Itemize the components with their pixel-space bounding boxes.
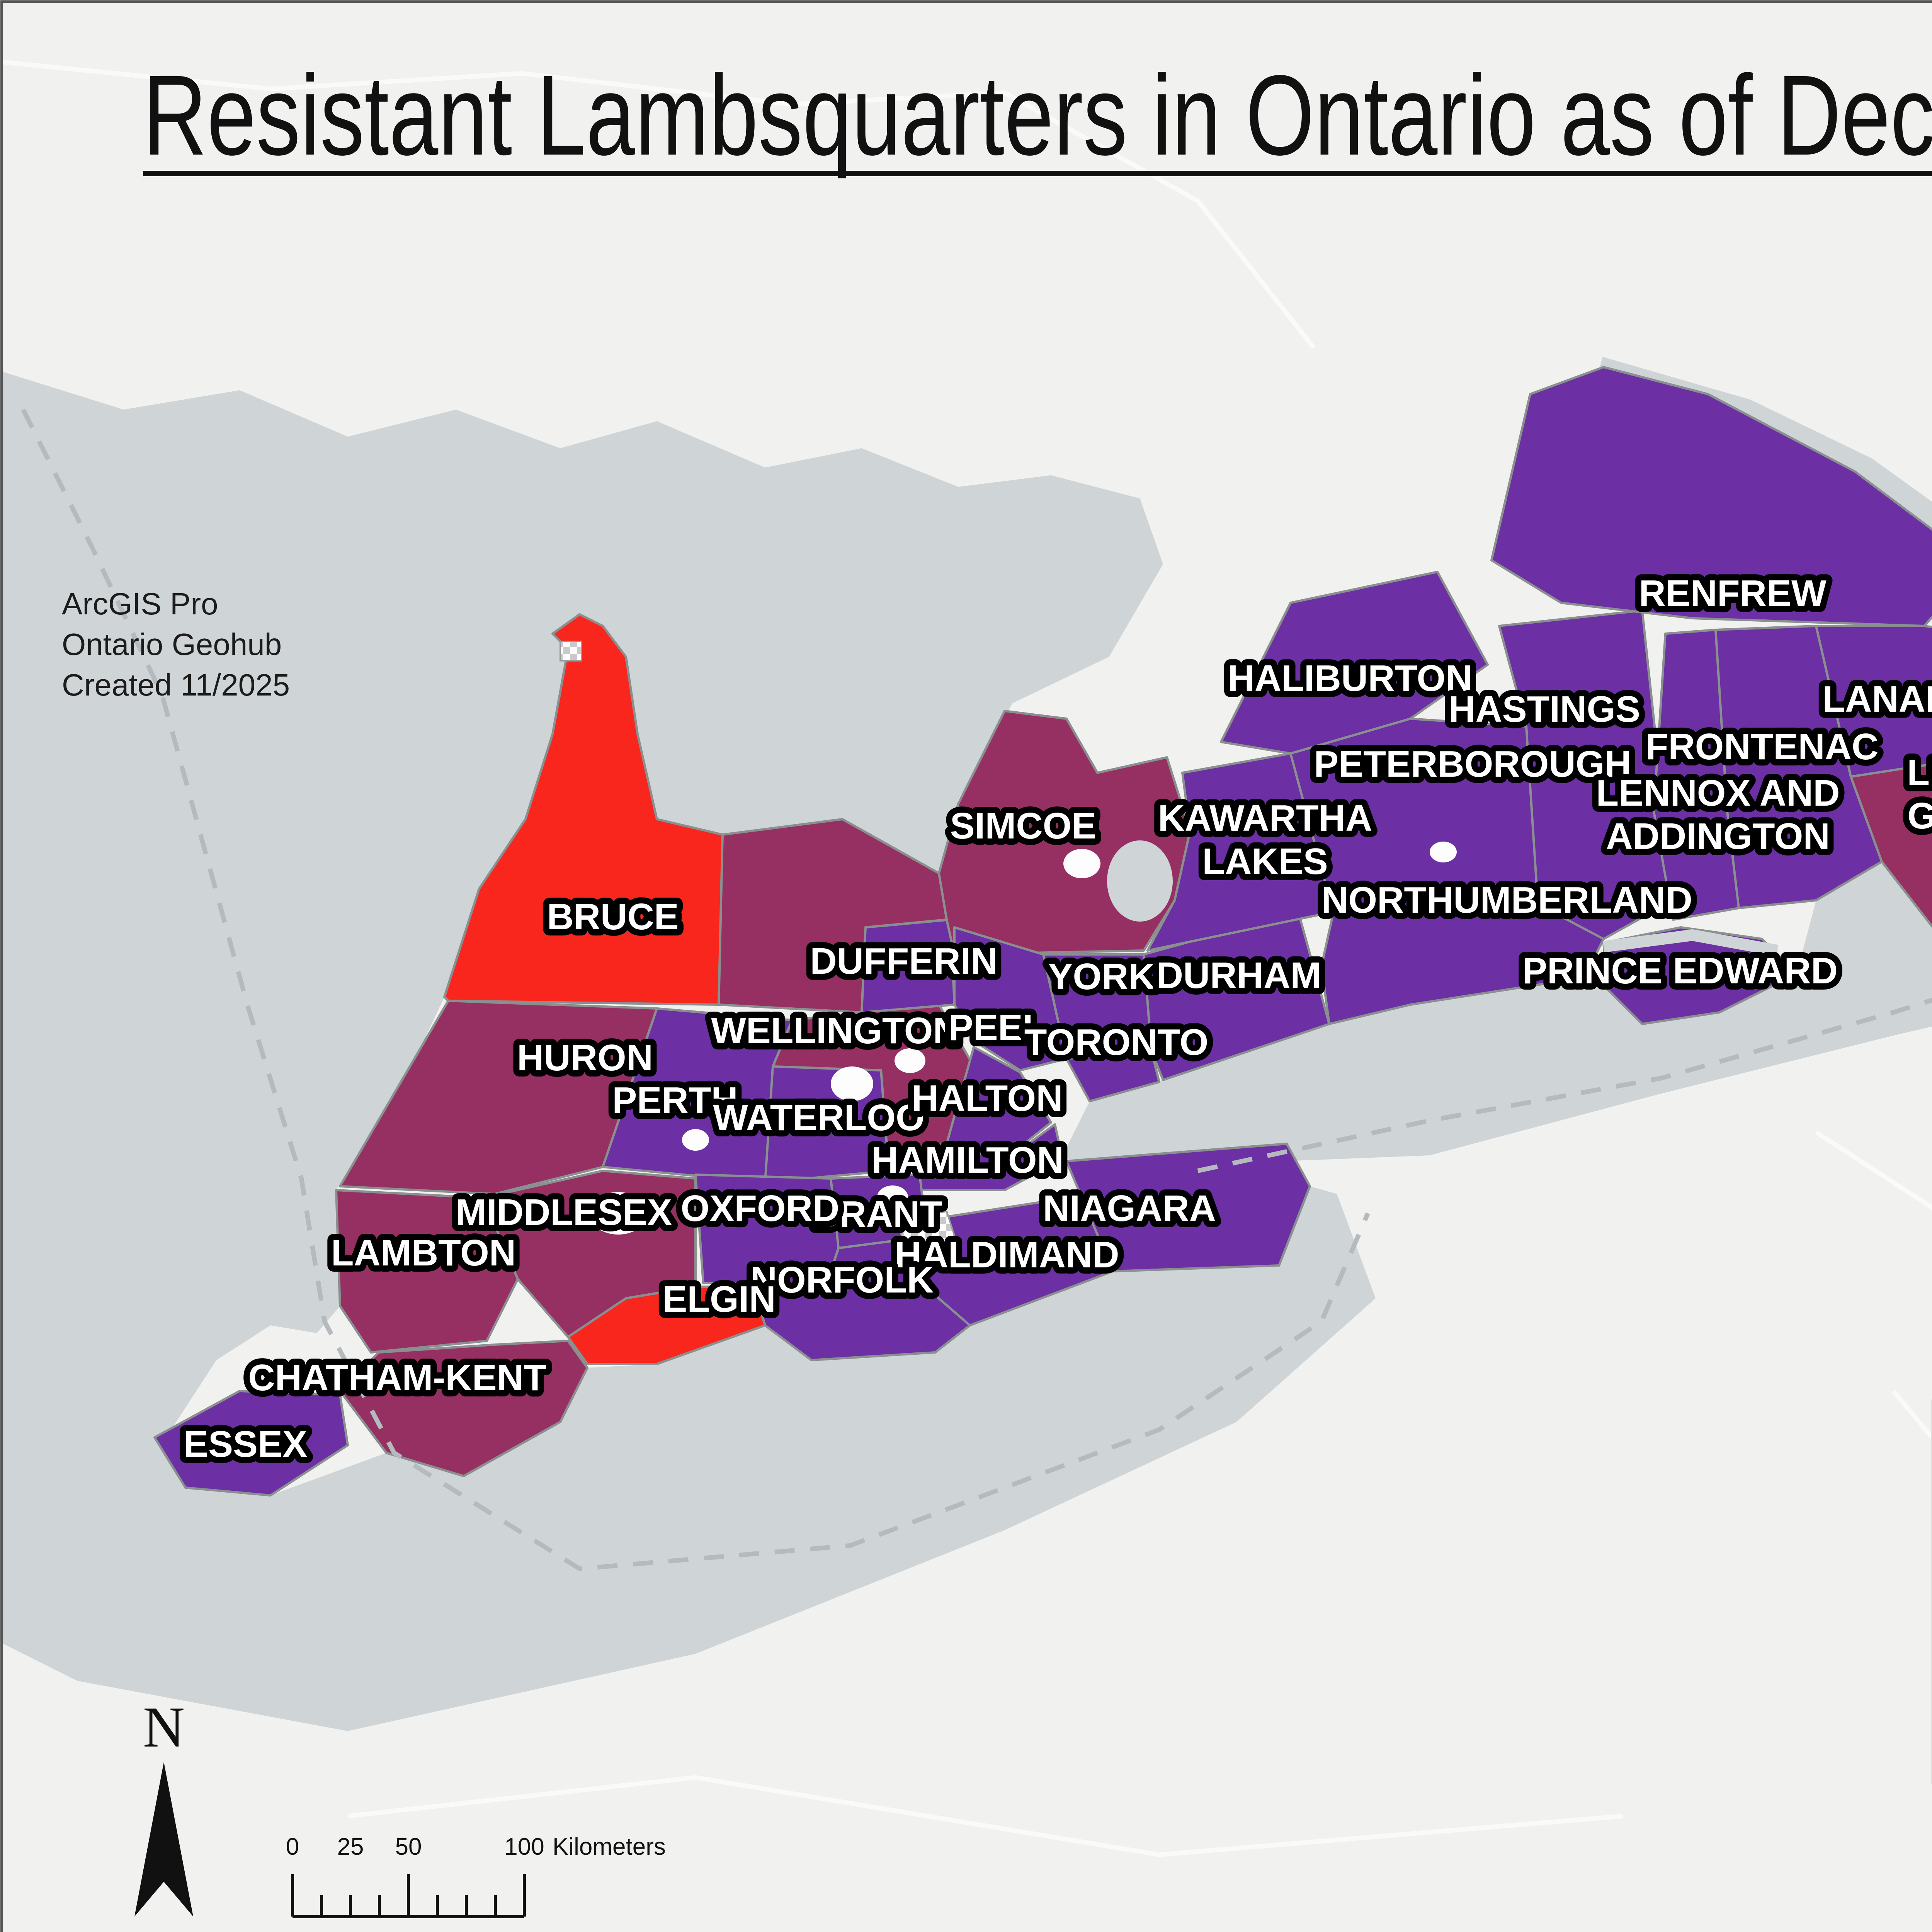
county-label-northumberland: NORTHUMBERLAND [1321,879,1692,921]
county-peel [953,926,1068,1071]
county-layer [153,366,1932,1497]
scale-label-25: 25 [337,1833,364,1860]
title-underline [143,171,1932,176]
county-label-toronto: TORONTO [1024,1022,1208,1063]
county-label-essex: ESSEX [184,1423,307,1465]
scale-bar: 0 25 50 100 Kilometers [286,1833,666,1918]
county-label-prince_edward: PRINCE EDWARD [1522,950,1838,992]
county-label-perth: PERTH [612,1080,738,1121]
bay-of-quinte [1603,929,1779,956]
county-prince-edward [1602,926,1798,1025]
title-block: Resistant Lambsquarters in Ontario as of… [143,51,1932,180]
county-label-huron: HURON [517,1037,653,1078]
enclaves [560,641,1779,1270]
lake-huron-georgian-bay [0,371,1163,1464]
lake-erie [0,1186,1376,1731]
north-arrow-icon [134,1762,193,1917]
reserve-hatched-area [895,1210,963,1270]
county-label-elgin: ELGIN [662,1279,776,1320]
county-label-hastings: HASTINGS [1449,689,1640,730]
county-label-lanark: LANARK [1822,679,1932,720]
page-title: Resistant Lambsquarters in Ontario as of… [143,51,1932,180]
lake-simcoe [1107,840,1173,922]
county-label-lambton: LAMBTON [331,1232,516,1274]
county-chatham-kent [339,1340,588,1477]
county-label-haldimand: HALDIMAND [895,1234,1119,1276]
scale-label-50: 50 [395,1833,422,1860]
county-essex [153,1390,349,1497]
county-halton [946,1046,1052,1160]
county-label-chatham_kent: CHATHAM-KENT [248,1357,546,1398]
county-haliburton [1220,571,1489,755]
county-leeds-grenville [1850,763,1932,929]
credit-line-1: ArcGIS Pro [62,587,218,621]
county-label-durham: DURHAM [1156,955,1321,996]
credit-line-2: Ontario Geohub [62,627,282,662]
city-enclave [589,1192,647,1235]
county-label-halton: HALTON [912,1078,1063,1119]
scale-unit-label: Kilometers [553,1833,666,1860]
credits: ArcGIS Pro Ontario Geohub Created 11/202… [62,587,290,702]
county-label-niagara: NIAGARA [1043,1188,1216,1229]
county-label-brant: BRANT [813,1194,942,1235]
scale-label-0: 0 [286,1833,299,1860]
water-bodies [0,357,1932,1731]
city-enclave [895,1048,925,1073]
north-arrow: N [134,1695,193,1917]
county-toronto [1065,1050,1160,1102]
county-label-kawartha_lakes: KAWARTHA LAKES [1158,798,1372,882]
city-enclave [877,1185,908,1209]
scale-label-100: 100 [504,1833,544,1860]
legend-panel [1931,1400,1932,1784]
county-hamilton [911,1123,1064,1191]
county-label-oxford: OXFORD [681,1188,840,1229]
city-enclave [682,1129,709,1151]
county-label-dufferin: DUFFERIN [810,940,997,982]
county-label-waterloo: WATERLOO [713,1097,925,1138]
county-label-frontenac: FRONTENAC [1646,726,1879,767]
county-lanark [1815,625,1932,778]
county-label-peterborough: PETERBOROUGH [1314,743,1631,785]
city-enclave [1430,842,1457,862]
county-label-york: YORK [1048,956,1155,997]
county-norfolk [752,1235,971,1361]
county-label-norfolk: NORFOLK [750,1259,934,1301]
city-enclave [1063,849,1100,878]
county-renfrew [1490,366,1932,627]
ottawa-river [1597,357,1932,528]
county-label-wellington: WELLINGTON [711,1010,960,1051]
county-label-lennox_addington: LENNOX AND ADDINGTON [1596,772,1840,857]
county-label-simcoe: SIMCOE [950,805,1097,847]
county-label-peel: PEEL [949,1007,1046,1048]
border-lines [21,408,1932,1571]
lake-ontario-st-lawrence [1063,862,1932,1182]
credit-line-3: Created 11/2025 [62,668,290,702]
county-label-bruce: BRUCE [547,896,679,937]
legend: Chemical Groups WSAA 2 WSAA 2,5 WSAA 5 [1931,1400,1932,1784]
basemap-roads [0,60,1932,1857]
county-label-haliburton: HALIBURTON [1228,658,1473,699]
county-label-middlesex: MIDDLESEX [456,1192,672,1233]
city-enclave [831,1066,873,1101]
reserve-hatched-area [560,641,582,662]
county-label-renfrew: RENFREW [1639,573,1827,614]
north-arrow-label: N [143,1695,185,1759]
county-label-hamilton: HAMILTON [871,1139,1064,1181]
